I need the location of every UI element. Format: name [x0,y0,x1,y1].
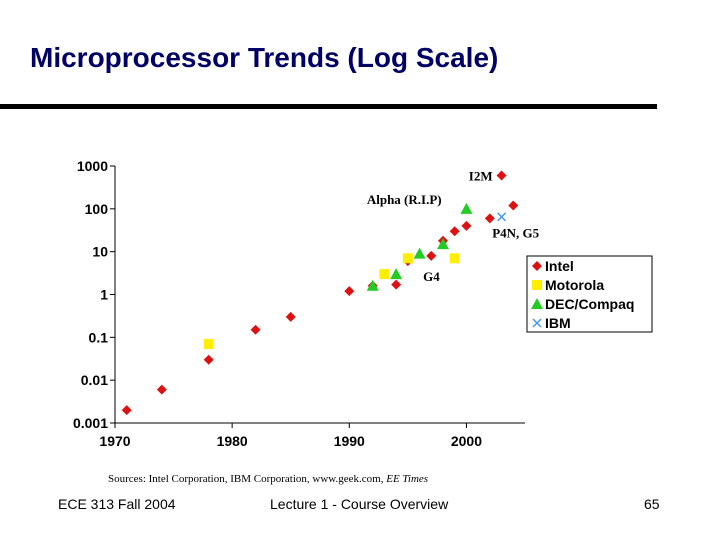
legend-label-intel: Intel [545,258,574,274]
intel-data-point [496,170,507,181]
y-tick-label: 0.01 [81,372,108,388]
y-tick-label: 0.001 [73,415,108,431]
chart-legend: Intel Motorola DEC/Compaq IBM [526,255,653,333]
footer-course: ECE 313 Fall 2004 [58,496,176,512]
y-tick-label: 1 [100,287,108,303]
legend-box [526,255,653,333]
intel-data-point [344,286,355,297]
legend-marker-intel [532,261,542,271]
legend-marker-ibm [532,318,542,328]
legend-marker-dec-compaq [531,298,543,309]
chart-annotation: I2M [469,169,493,184]
intel-data-point [508,200,519,211]
chart-annotation: G4 [423,269,440,284]
x-tick-label: 2000 [451,433,482,449]
y-tick-label: 1000 [77,158,108,174]
y-tick-label: 10 [92,244,108,260]
intel-data-point [285,311,296,322]
x-tick-label: 1990 [334,433,365,449]
page-number: 65 [644,496,660,512]
motorola-data-point [203,338,214,349]
x-tick-label: 1970 [99,433,130,449]
chart-annotation: Alpha (R.I.P) [367,192,442,207]
chart-annotation: P4N, G5 [492,226,539,241]
legend-marker-motorola [532,280,542,290]
motorola-data-point [379,269,390,280]
dec-compaq-data-point [460,202,473,214]
dec-compaq-data-point [366,279,379,291]
ibm-data-point [497,212,507,222]
title-rule [0,104,657,109]
slide-title: Microprocessor Trends (Log Scale) [30,42,499,73]
intel-data-point [426,250,437,261]
intel-data-point [484,213,495,224]
dec-compaq-data-point [413,247,426,259]
legend-label-dec-compaq: DEC/Compaq [545,296,634,312]
intel-data-point [250,324,261,335]
legend-label-motorola: Motorola [545,277,604,293]
y-tick-label: 0.1 [89,329,109,345]
intel-data-point [156,384,167,395]
dec-compaq-data-point [437,238,449,250]
sources-note: Sources: Intel Corporation, IBM Corporat… [108,473,428,485]
sources-italic: EE Times [386,473,429,485]
x-tick-label: 1980 [217,433,248,449]
intel-data-point [461,220,472,231]
motorola-data-point [449,253,460,264]
intel-data-point [121,405,132,416]
dec-compaq-data-point [390,268,403,280]
sources-text: Sources: Intel Corporation, IBM Corporat… [108,473,387,485]
intel-data-point [391,279,402,290]
footer-lecture: Lecture 1 - Course Overview [270,496,449,512]
y-tick-label: 100 [85,201,109,217]
intel-data-point [203,354,214,365]
legend-label-ibm: IBM [545,315,571,331]
motorola-data-point [402,253,413,264]
intel-data-point [449,226,460,237]
